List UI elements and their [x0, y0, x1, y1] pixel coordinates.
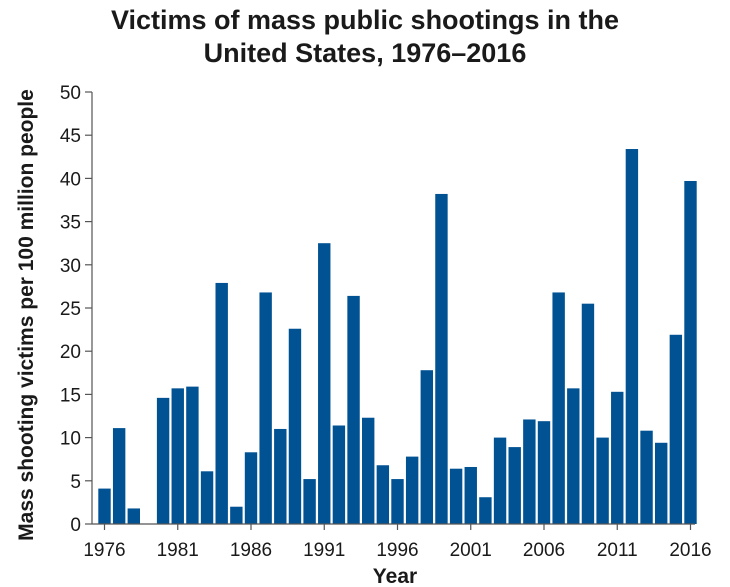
bar-1982: [186, 386, 199, 524]
bar-1993: [347, 295, 360, 524]
y-tick-label-5: 5: [70, 472, 81, 493]
bar-2010: [596, 437, 609, 524]
x-tick-label-2011: 2011: [597, 540, 638, 561]
bar-1985: [230, 506, 243, 524]
chart-title-line-1: Victims of mass public shootings in the: [110, 5, 620, 35]
bar-1980: [156, 397, 170, 524]
bar-1989: [288, 328, 302, 524]
y-tick-label-40: 40: [60, 169, 81, 190]
bar-2004: [508, 447, 521, 524]
x-axis-ticks: 1976 1981 1986 1991 1996 2001 2006 2011 2016: [83, 524, 712, 561]
bar-2005: [523, 419, 536, 524]
bar-2007: [552, 292, 565, 524]
bar-1976: [98, 488, 111, 524]
bar-1999: [435, 193, 448, 524]
x-tick-label-2001: 2001: [450, 540, 492, 561]
x-tick-label-1991: 1991: [303, 540, 345, 561]
bar-1977: [112, 428, 126, 524]
bar-1990: [303, 479, 316, 524]
bar-1978: [127, 508, 140, 524]
bar-1994: [362, 417, 375, 524]
y-tick-label-15: 15: [60, 385, 81, 406]
chart-title: Victims of mass public shootings in the …: [0, 4, 730, 70]
x-tick-label-1996: 1996: [376, 540, 418, 561]
bar-2008: [567, 388, 580, 524]
x-tick-label-1981: 1981: [157, 540, 199, 561]
bar-1984: [215, 282, 228, 524]
y-tick-label-30: 30: [60, 256, 81, 277]
bar-2009: [581, 303, 595, 524]
bar-1981: [171, 388, 184, 524]
y-axis-ticks: 0 5 10 15 20 25 30 35 40 45 50: [60, 83, 92, 536]
bar-2016: [684, 180, 697, 525]
y-tick-label-35: 35: [60, 213, 81, 234]
bars-group: [98, 149, 697, 525]
x-tick-label-2006: 2006: [523, 540, 565, 561]
y-tick-label-25: 25: [60, 299, 81, 320]
y-tick-label-0: 0: [70, 515, 81, 536]
bar-2013: [640, 430, 653, 524]
x-tick-label-1986: 1986: [230, 540, 272, 561]
x-axis-title: Year: [373, 565, 417, 587]
chart-title-line-2: United States, 1976–2016: [203, 38, 527, 68]
bar-2002: [479, 497, 492, 524]
bar-2001: [464, 466, 477, 524]
bar-1986: [244, 452, 258, 524]
bar-1991: [318, 243, 331, 524]
bar-1998: [420, 370, 433, 524]
bar-2011: [611, 391, 624, 524]
y-tick-label-45: 45: [60, 126, 81, 147]
bar-2003: [493, 437, 507, 524]
bar-2015: [669, 334, 683, 524]
bar-2000: [449, 468, 463, 524]
y-tick-label-10: 10: [60, 429, 81, 450]
bar-2014: [655, 442, 668, 524]
bar-1995: [376, 465, 390, 524]
x-tick-label-2016: 2016: [669, 540, 711, 561]
y-tick-label-20: 20: [60, 342, 81, 363]
bar-1983: [200, 471, 214, 524]
y-tick-label-50: 50: [60, 83, 81, 104]
x-tick-label-1976: 1976: [83, 540, 125, 561]
bar-1988: [274, 428, 287, 524]
bar-1987: [259, 292, 272, 524]
bar-2006: [537, 421, 551, 524]
bar-2012: [625, 149, 639, 524]
bar-1997: [405, 456, 419, 524]
bar-1992: [332, 425, 346, 524]
bar-1996: [391, 479, 404, 524]
y-axis-title: Mass shooting victims per 100 million pe…: [15, 89, 38, 541]
